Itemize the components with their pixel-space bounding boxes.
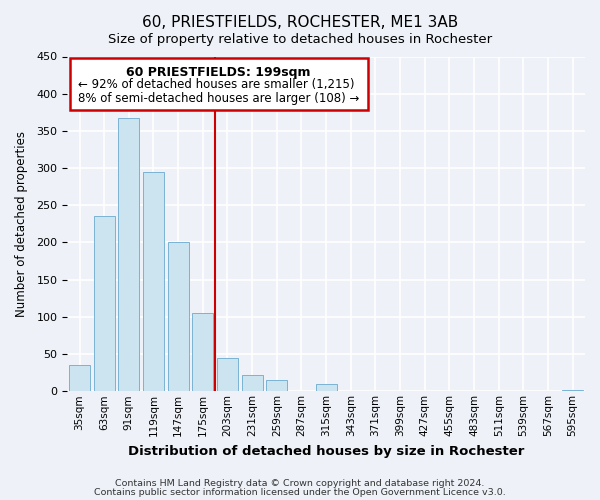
Bar	[266, 380, 287, 392]
Bar	[143, 172, 164, 392]
Bar	[69, 365, 90, 392]
Bar	[562, 390, 583, 392]
Bar	[242, 375, 263, 392]
Text: 8% of semi-detached houses are larger (108) →: 8% of semi-detached houses are larger (1…	[77, 92, 359, 104]
Bar	[118, 118, 139, 392]
Bar	[316, 384, 337, 392]
X-axis label: Distribution of detached houses by size in Rochester: Distribution of detached houses by size …	[128, 444, 524, 458]
Bar	[193, 313, 213, 392]
Bar	[217, 358, 238, 392]
Y-axis label: Number of detached properties: Number of detached properties	[15, 131, 28, 317]
Text: Size of property relative to detached houses in Rochester: Size of property relative to detached ho…	[108, 32, 492, 46]
Text: ← 92% of detached houses are smaller (1,215): ← 92% of detached houses are smaller (1,…	[77, 78, 354, 92]
Text: 60 PRIESTFIELDS: 199sqm: 60 PRIESTFIELDS: 199sqm	[127, 66, 311, 79]
Text: 60, PRIESTFIELDS, ROCHESTER, ME1 3AB: 60, PRIESTFIELDS, ROCHESTER, ME1 3AB	[142, 15, 458, 30]
Text: Contains public sector information licensed under the Open Government Licence v3: Contains public sector information licen…	[94, 488, 506, 497]
Bar	[167, 242, 188, 392]
Bar	[94, 216, 115, 392]
Text: Contains HM Land Registry data © Crown copyright and database right 2024.: Contains HM Land Registry data © Crown c…	[115, 479, 485, 488]
FancyBboxPatch shape	[70, 58, 368, 110]
